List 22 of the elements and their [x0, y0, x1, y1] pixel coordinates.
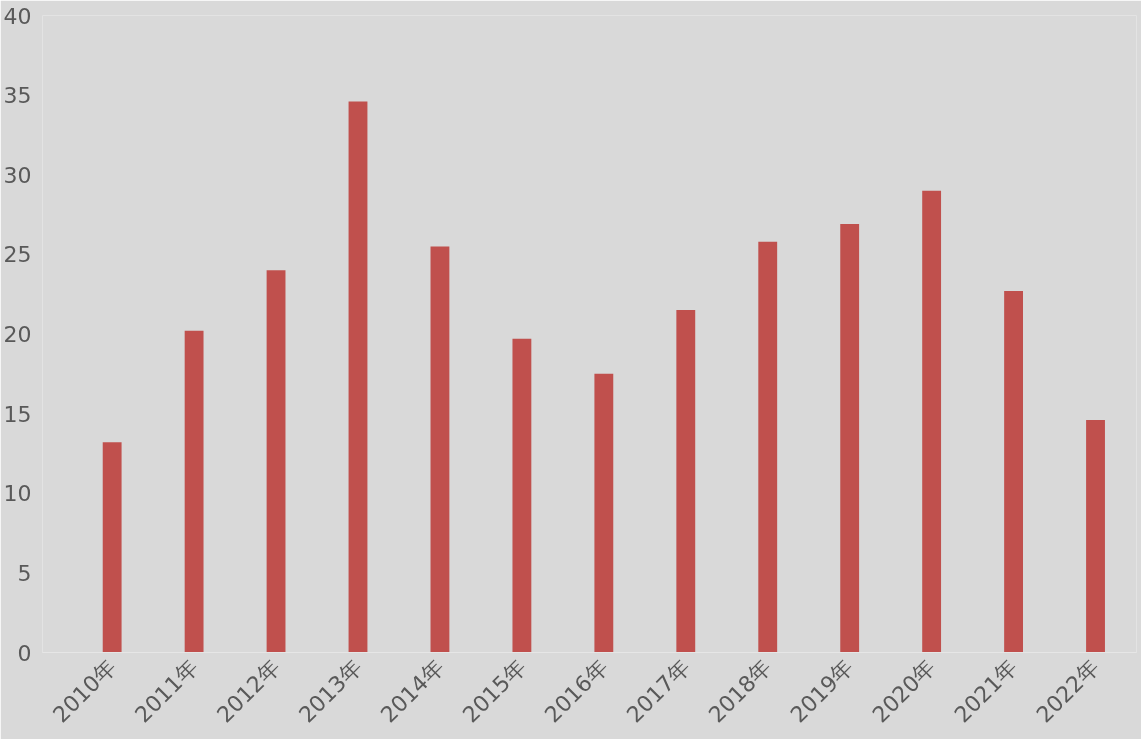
bar: [348, 101, 368, 653]
y-tick-label: 0: [17, 640, 32, 666]
bar: [922, 190, 942, 653]
bar: [184, 330, 204, 653]
bar: [1086, 419, 1105, 653]
bar: [676, 310, 696, 653]
bar: [1004, 291, 1023, 653]
bar: [840, 224, 860, 653]
bar: [758, 241, 778, 653]
y-tick-label: 35: [3, 83, 32, 109]
bar: [266, 270, 286, 653]
bar: [430, 246, 450, 653]
y-tick-label: 30: [3, 162, 32, 188]
bar: [512, 338, 532, 653]
y-tick-label: 40: [3, 3, 32, 29]
y-tick-label: 5: [17, 560, 32, 586]
y-tick-label: 15: [3, 401, 32, 427]
bar: [594, 373, 614, 653]
y-tick-label: 25: [3, 242, 32, 268]
bar: [102, 442, 122, 653]
y-tick-label: 20: [3, 322, 32, 347]
y-tick-label: 10: [3, 481, 32, 507]
